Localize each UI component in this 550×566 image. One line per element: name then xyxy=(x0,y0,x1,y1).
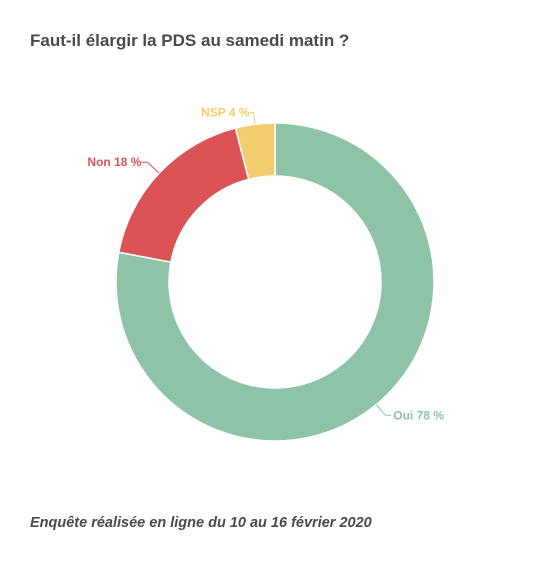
chart-footnote: Enquête réalisée en ligne du 10 au 16 fé… xyxy=(30,515,372,531)
slice-2 xyxy=(234,122,276,181)
slice-label-0: Oui 78 % xyxy=(393,408,444,422)
leader-line-2 xyxy=(249,111,256,125)
leader-line-0 xyxy=(375,404,392,416)
slice-labels: Oui 78 % Non 18 % NSP 4 % xyxy=(87,105,444,422)
leader-line-1 xyxy=(141,161,160,174)
slice-label-1: Non 18 % xyxy=(87,155,141,169)
donut-slices xyxy=(115,122,435,442)
slice-0 xyxy=(115,122,435,442)
slice-label-2: NSP 4 % xyxy=(201,105,250,119)
chart-title: Faut-il élargir la PDS au samedi matin ? xyxy=(30,31,350,50)
slice-1 xyxy=(117,127,250,264)
label-leader-lines xyxy=(141,111,392,416)
